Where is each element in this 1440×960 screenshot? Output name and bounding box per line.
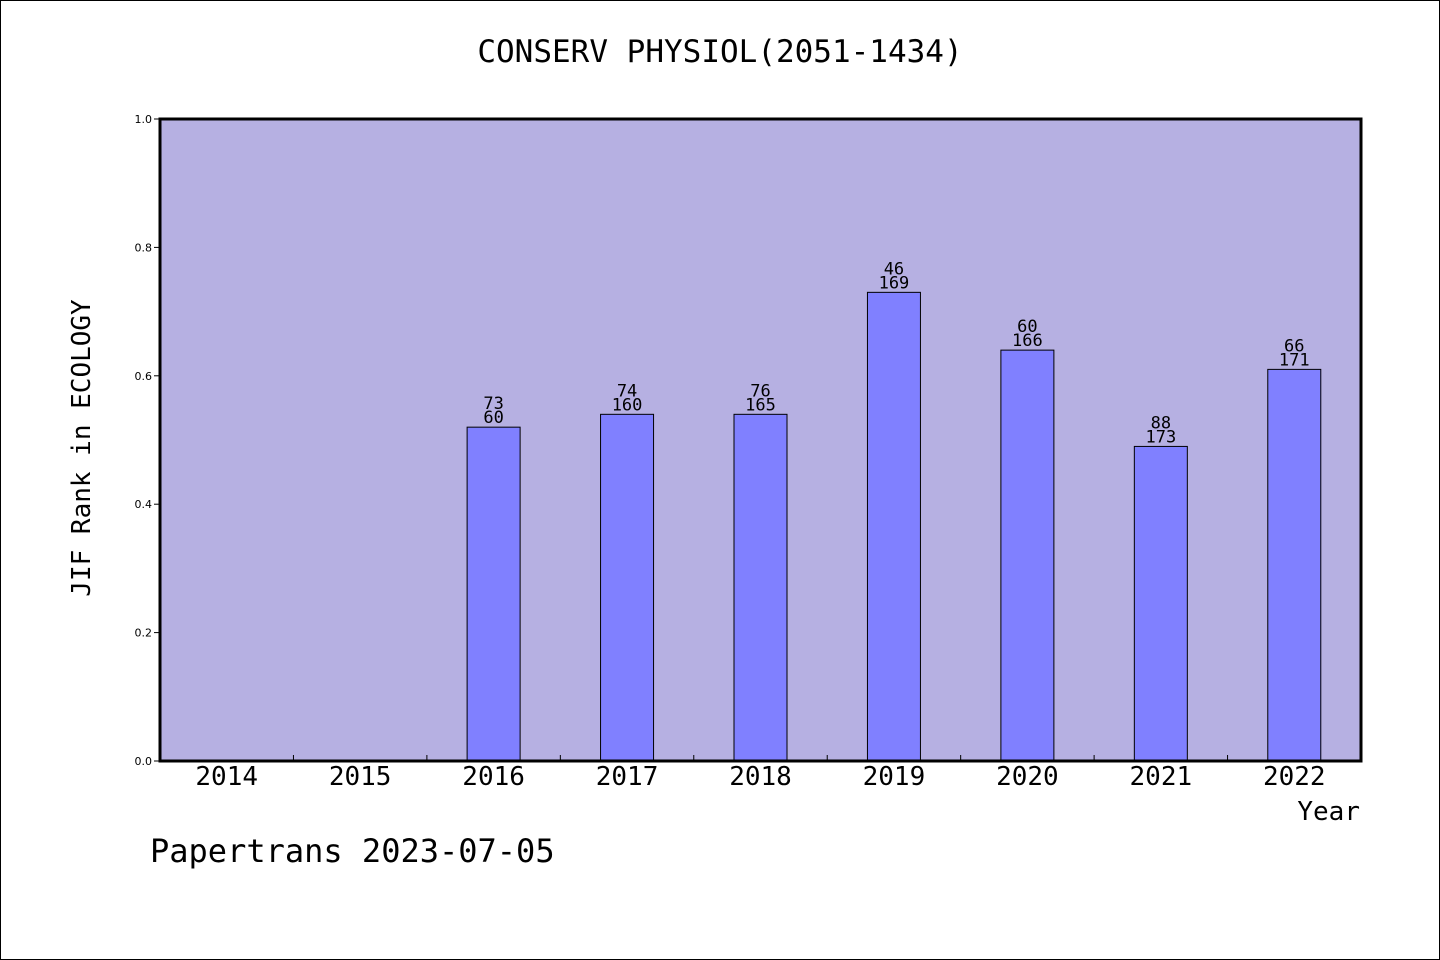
x-tick-label: 2018: [729, 762, 792, 792]
x-tick-label: 2021: [1130, 762, 1193, 792]
bar: [733, 413, 788, 762]
x-axis-ticks: 2014 2015 2016 2017 2018 2019 2020 2021 2022: [195, 755, 1326, 792]
y-tick-label: 0.2: [135, 627, 153, 640]
x-tick-label: 2016: [462, 762, 525, 792]
bar-rank-label: 88: [1151, 413, 1171, 433]
bar-rank-label: 60: [1017, 317, 1037, 337]
bar: [866, 291, 921, 762]
x-tick-label: 2019: [863, 762, 926, 792]
x-tick-label: 2014: [195, 762, 258, 792]
bar-total-label: 169: [879, 273, 910, 293]
bar: [1267, 368, 1322, 762]
bar-rank-label: 74: [617, 381, 637, 401]
y-tick-label: 1.0: [135, 113, 153, 126]
bar-total-label: 160: [612, 395, 643, 415]
bar: [600, 413, 655, 762]
y-axis-label: JIF Rank in ECOLOGY: [67, 299, 97, 597]
bar-rank-label: 76: [750, 381, 770, 401]
y-tick-label: 0.0: [135, 755, 153, 768]
bar: [1000, 349, 1055, 762]
bar-rank-label: 46: [884, 259, 904, 279]
bar-rank-label: 66: [1284, 336, 1304, 356]
plot-border: [158, 117, 1363, 763]
bar-total-label: 165: [745, 395, 776, 415]
x-tick-label: 2022: [1263, 762, 1326, 792]
x-tick-label: 2020: [996, 762, 1059, 792]
footer-note: Papertrans 2023-07-05: [150, 832, 555, 870]
bar: [1133, 445, 1188, 762]
y-tick-label: 0.4: [135, 498, 153, 511]
y-axis-ticks: 0.0 0.2 0.4 0.6 0.8 1.0: [135, 113, 160, 768]
bar-total-label: 171: [1279, 350, 1310, 370]
bar-total-label: 166: [1012, 331, 1043, 351]
bar-total-label: 60: [483, 408, 503, 428]
chart-title: CONSERV PHYSIOL(2051-1434): [477, 34, 963, 70]
x-axis-label: Year: [1297, 797, 1360, 827]
bar-total-label: 173: [1145, 427, 1176, 447]
bar-rank-label: 73: [483, 394, 503, 414]
y-tick-label: 0.6: [135, 370, 153, 383]
bar: [466, 426, 521, 762]
x-tick-label: 2015: [329, 762, 392, 792]
x-tick-label: 2017: [596, 762, 659, 792]
y-tick-label: 0.8: [135, 241, 153, 254]
